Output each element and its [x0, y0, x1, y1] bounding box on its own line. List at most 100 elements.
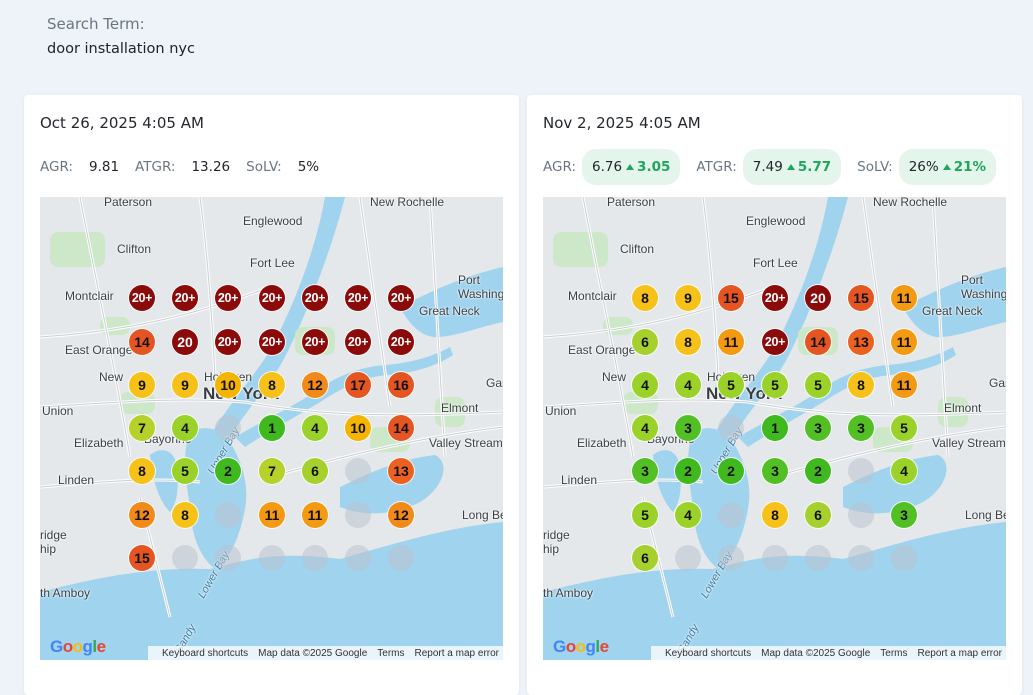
- grid-point-rank[interactable]: 2: [215, 458, 241, 484]
- grid-point-empty[interactable]: [848, 458, 874, 484]
- grid-point-rank[interactable]: 14: [388, 415, 414, 441]
- grid-point-rank[interactable]: 6: [632, 329, 658, 355]
- grid-point-rank[interactable]: 14: [805, 329, 831, 355]
- grid-point-rank[interactable]: 9: [675, 285, 701, 311]
- grid-point-empty[interactable]: [345, 545, 371, 571]
- keyboard-shortcuts-link[interactable]: Keyboard shortcuts: [161, 647, 249, 659]
- grid-point-rank[interactable]: 11: [302, 502, 328, 528]
- grid-point-rank[interactable]: 5: [805, 372, 831, 398]
- grid-point-rank[interactable]: 11: [891, 329, 917, 355]
- rank-grid-map[interactable]: Paterson Englewood New Rochelle Clifton Fort…: [40, 197, 503, 660]
- grid-point-rank[interactable]: 9: [129, 372, 155, 398]
- grid-point-empty[interactable]: [718, 415, 744, 441]
- grid-point-rank[interactable]: 3: [762, 458, 788, 484]
- grid-point-rank[interactable]: 20+: [172, 285, 198, 311]
- grid-point-rank[interactable]: 12: [302, 372, 328, 398]
- grid-point-empty[interactable]: [388, 545, 414, 571]
- grid-point-rank[interactable]: 11: [891, 372, 917, 398]
- grid-point-rank[interactable]: 6: [805, 502, 831, 528]
- grid-point-rank[interactable]: 17: [345, 372, 371, 398]
- grid-point-rank[interactable]: 4: [675, 502, 701, 528]
- grid-point-rank[interactable]: 20+: [762, 329, 788, 355]
- terms-link[interactable]: Terms: [880, 647, 908, 659]
- grid-point-rank[interactable]: 20+: [302, 285, 328, 311]
- grid-point-rank[interactable]: 15: [848, 285, 874, 311]
- grid-point-rank[interactable]: 10: [215, 372, 241, 398]
- grid-point-empty[interactable]: [891, 545, 917, 571]
- grid-point-empty[interactable]: [762, 545, 788, 571]
- grid-point-empty[interactable]: [345, 502, 371, 528]
- grid-point-rank[interactable]: 1: [762, 415, 788, 441]
- grid-point-empty[interactable]: [302, 545, 328, 571]
- grid-point-rank[interactable]: 5: [632, 502, 658, 528]
- grid-point-rank[interactable]: 8: [172, 502, 198, 528]
- grid-point-rank[interactable]: 20+: [388, 285, 414, 311]
- grid-point-rank[interactable]: 15: [718, 285, 744, 311]
- grid-point-rank[interactable]: 16: [388, 372, 414, 398]
- grid-point-rank[interactable]: 4: [172, 415, 198, 441]
- grid-point-empty[interactable]: [848, 545, 874, 571]
- grid-point-empty[interactable]: [848, 502, 874, 528]
- grid-point-rank[interactable]: 3: [675, 415, 701, 441]
- grid-point-rank[interactable]: 8: [762, 502, 788, 528]
- grid-point-rank[interactable]: 20+: [388, 329, 414, 355]
- grid-point-rank[interactable]: 20+: [345, 285, 371, 311]
- grid-point-rank[interactable]: 5: [172, 458, 198, 484]
- grid-point-rank[interactable]: 3: [848, 415, 874, 441]
- report-map-error-link[interactable]: Report a map error: [414, 647, 499, 659]
- grid-point-rank[interactable]: 13: [848, 329, 874, 355]
- grid-point-rank[interactable]: 4: [675, 372, 701, 398]
- grid-point-rank[interactable]: 20+: [215, 285, 241, 311]
- grid-point-rank[interactable]: 2: [718, 458, 744, 484]
- grid-point-empty[interactable]: [805, 545, 831, 571]
- grid-point-rank[interactable]: 7: [259, 458, 285, 484]
- grid-point-empty[interactable]: [675, 545, 701, 571]
- grid-point-rank[interactable]: 20+: [215, 329, 241, 355]
- grid-point-rank[interactable]: 12: [388, 502, 414, 528]
- grid-point-rank[interactable]: 20+: [259, 285, 285, 311]
- grid-point-rank[interactable]: 3: [805, 415, 831, 441]
- rank-grid-map[interactable]: Paterson Englewood New Rochelle Clifton Fort…: [543, 197, 1006, 660]
- grid-point-rank[interactable]: 20+: [302, 329, 328, 355]
- grid-point-empty[interactable]: [172, 545, 198, 571]
- terms-link[interactable]: Terms: [377, 647, 405, 659]
- grid-point-rank[interactable]: 1: [259, 415, 285, 441]
- grid-point-rank[interactable]: 14: [129, 329, 155, 355]
- grid-point-rank[interactable]: 4: [632, 415, 658, 441]
- keyboard-shortcuts-link[interactable]: Keyboard shortcuts: [664, 647, 752, 659]
- grid-point-empty[interactable]: [345, 458, 371, 484]
- grid-point-rank[interactable]: 3: [891, 502, 917, 528]
- grid-point-rank[interactable]: 9: [172, 372, 198, 398]
- grid-point-empty[interactable]: [215, 502, 241, 528]
- grid-point-rank[interactable]: 4: [891, 458, 917, 484]
- grid-point-rank[interactable]: 13: [388, 458, 414, 484]
- grid-point-rank[interactable]: 11: [718, 329, 744, 355]
- grid-point-rank[interactable]: 20+: [345, 329, 371, 355]
- grid-point-rank[interactable]: 5: [718, 372, 744, 398]
- grid-point-empty[interactable]: [718, 502, 744, 528]
- grid-point-empty[interactable]: [215, 545, 241, 571]
- grid-point-rank[interactable]: 5: [891, 415, 917, 441]
- grid-point-rank[interactable]: 8: [129, 458, 155, 484]
- grid-point-rank[interactable]: 12: [129, 502, 155, 528]
- grid-point-empty[interactable]: [259, 545, 285, 571]
- grid-point-rank[interactable]: 3: [632, 458, 658, 484]
- grid-point-empty[interactable]: [718, 545, 744, 571]
- grid-point-rank[interactable]: 8: [632, 285, 658, 311]
- grid-point-rank[interactable]: 2: [675, 458, 701, 484]
- grid-point-rank[interactable]: 8: [675, 329, 701, 355]
- grid-point-empty[interactable]: [215, 415, 241, 441]
- grid-point-rank[interactable]: 20+: [259, 329, 285, 355]
- grid-point-rank[interactable]: 20: [172, 329, 198, 355]
- grid-point-rank[interactable]: 11: [259, 502, 285, 528]
- grid-point-rank[interactable]: 15: [129, 545, 155, 571]
- grid-point-rank[interactable]: 4: [632, 372, 658, 398]
- grid-point-rank[interactable]: 10: [345, 415, 371, 441]
- grid-point-rank[interactable]: 20+: [129, 285, 155, 311]
- grid-point-rank[interactable]: 11: [891, 285, 917, 311]
- grid-point-rank[interactable]: 5: [762, 372, 788, 398]
- grid-point-rank[interactable]: 20+: [762, 285, 788, 311]
- grid-point-rank[interactable]: 7: [129, 415, 155, 441]
- grid-point-rank[interactable]: 4: [302, 415, 328, 441]
- grid-point-rank[interactable]: 20: [805, 285, 831, 311]
